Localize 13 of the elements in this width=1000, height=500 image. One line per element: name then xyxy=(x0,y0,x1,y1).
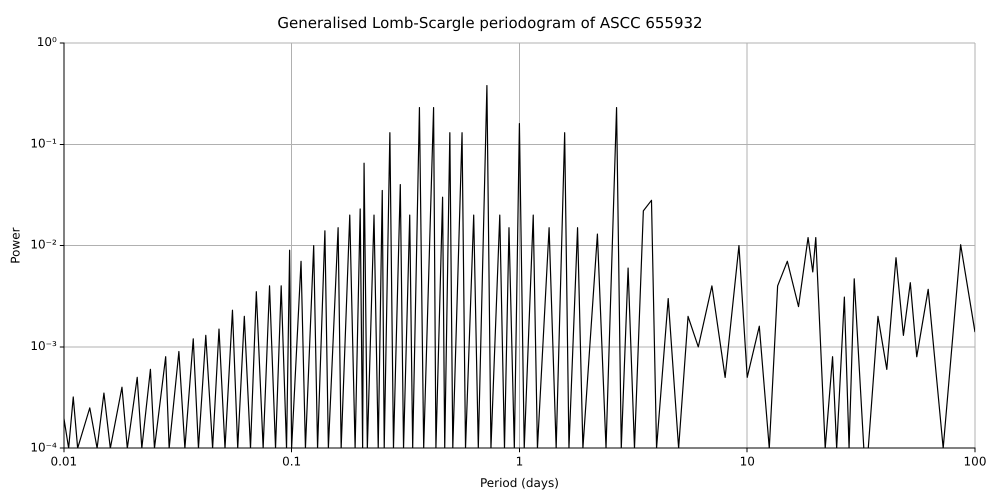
y-tick-label: 10⁰ xyxy=(36,35,57,50)
x-tick-label: 0.1 xyxy=(282,454,302,469)
x-axis-title: Period (days) xyxy=(480,476,559,490)
chart-title: Generalised Lomb-Scargle periodogram of ASCC 655932 xyxy=(277,14,703,32)
y-tick-label: 10⁻² xyxy=(30,238,57,252)
x-tick-label: 100 xyxy=(964,454,986,469)
x-tick-label: 1 xyxy=(516,454,524,469)
y-tick-label: 10⁻¹ xyxy=(30,136,57,150)
y-axis-title: Power xyxy=(8,227,22,264)
x-tick-label: 0.01 xyxy=(50,454,78,469)
y-tick-label: 10⁻³ xyxy=(30,339,57,354)
x-tick-label: 10 xyxy=(740,454,755,469)
y-tick-label: 10⁻⁴ xyxy=(30,440,57,454)
